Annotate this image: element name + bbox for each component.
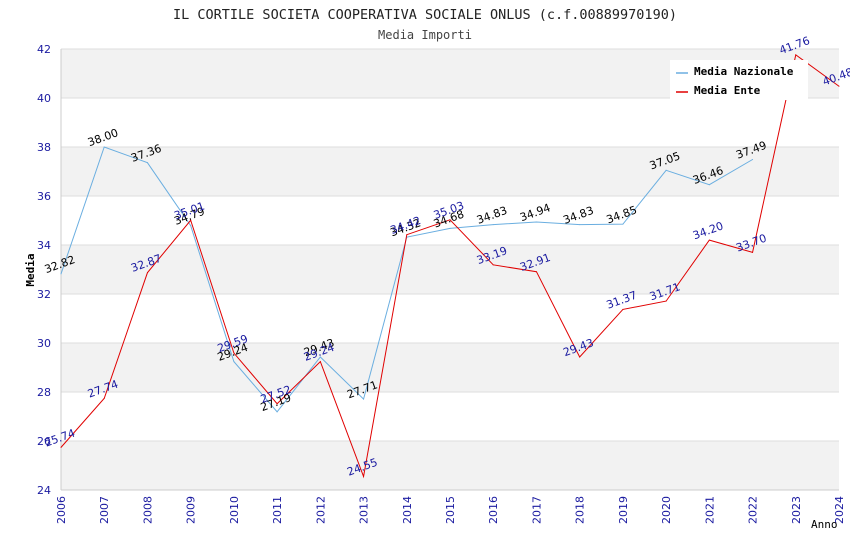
data-point-media-ente [579,356,581,358]
data-point-media-nazionale [579,224,581,226]
x-tick-label: 2010 [228,496,241,524]
x-tick-label: 2022 [747,496,760,524]
x-tick-label: 2008 [141,496,154,524]
chart-subtitle: Media Importi [378,28,472,42]
data-point-media-nazionale [60,273,62,275]
x-tick-label: 2016 [487,496,500,524]
y-axis-ticks: 24 26 28 30 32 34 36 38 40 42 [37,43,51,497]
data-label-media-nazionale: 38.00 [86,126,120,149]
data-point-media-nazionale [319,356,321,358]
grid-band [61,147,839,196]
y-tick-label: 26 [37,435,51,448]
y-tick-label: 42 [37,43,51,56]
data-point-media-nazionale [665,169,667,171]
y-tick-label: 36 [37,190,51,203]
data-point-media-ente [190,219,192,221]
data-point-media-ente [363,476,365,478]
grid-lines [61,48,839,491]
data-point-media-nazionale [449,227,451,229]
grid-band [61,343,839,392]
data-point-media-ente [752,251,754,253]
x-tick-label: 2023 [790,496,803,524]
data-point-media-nazionale [492,224,494,226]
x-tick-label: 2014 [401,496,414,524]
data-point-media-nazionale [622,223,624,225]
data-point-media-ente [449,219,451,221]
y-axis-label: Media [24,253,37,286]
data-point-media-ente [319,361,321,363]
data-label-media-nazionale: 34.94 [518,201,552,224]
data-point-media-nazionale [708,184,710,186]
data-point-media-ente [535,271,537,273]
x-tick-label: 2013 [358,496,371,524]
data-point-media-ente [146,272,148,274]
data-point-media-nazionale [752,158,754,160]
x-tick-label: 2019 [617,496,630,524]
series-layer [60,54,840,479]
data-point-media-ente [276,403,278,405]
data-label-media-nazionale: 34.85 [605,203,639,226]
x-tick-label: 2011 [271,496,284,524]
x-axis-ticks: 2006 2007 2008 2009 2010 2011 2012 2013 2014 2015… [55,496,846,524]
x-tick-label: 2017 [530,496,543,524]
y-tick-label: 38 [37,141,51,154]
legend-box [670,60,808,100]
x-tick-label: 2007 [98,496,111,524]
data-point-media-nazionale [233,361,235,363]
x-tick-label: 2018 [574,496,587,524]
x-axis-label: Anno [811,518,838,531]
chart-title: IL CORTILE SOCIETA COOPERATIVA SOCIALE O… [173,7,677,23]
legend-label-media-ente: Media Ente [694,84,761,97]
y-tick-label: 40 [37,92,51,105]
legend-label-media-nazionale: Media Nazionale [694,65,794,78]
data-point-media-ente [492,264,494,266]
x-tick-label: 2009 [185,496,198,524]
grid-bands [61,49,839,490]
data-point-media-ente [406,234,408,236]
data-point-media-ente [665,300,667,302]
data-point-media-ente [622,308,624,310]
grid-band [61,441,839,490]
x-tick-label: 2020 [660,496,673,524]
data-point-media-ente [795,54,797,56]
data-point-media-ente [60,446,62,448]
data-point-media-nazionale [190,225,192,227]
x-tick-label: 2012 [314,496,327,524]
data-point-media-ente [103,397,105,399]
y-tick-label: 30 [37,337,51,350]
x-tick-label: 2015 [444,496,457,524]
x-tick-label: 2006 [55,496,68,524]
data-point-media-nazionale [535,221,537,223]
grid-band [61,245,839,294]
data-point-media-ente [708,239,710,241]
data-point-media-ente [233,352,235,354]
data-point-media-nazionale [103,146,105,148]
x-tick-label: 2021 [703,496,716,524]
y-tick-label: 34 [37,239,51,252]
data-point-media-nazionale [276,411,278,413]
x-tick-label: 2024 [833,496,846,524]
data-label-media-nazionale: 34.83 [475,204,509,227]
data-point-media-nazionale [146,162,148,164]
y-tick-label: 32 [37,288,51,301]
y-tick-label: 24 [37,484,51,497]
y-tick-label: 28 [37,386,51,399]
legend: Media Nazionale Media Ente [670,60,808,100]
data-label-media-nazionale: 34.83 [561,204,595,227]
data-label-media-ente: 34.20 [691,219,725,242]
data-point-media-ente [838,85,840,87]
data-point-media-nazionale [363,398,365,400]
